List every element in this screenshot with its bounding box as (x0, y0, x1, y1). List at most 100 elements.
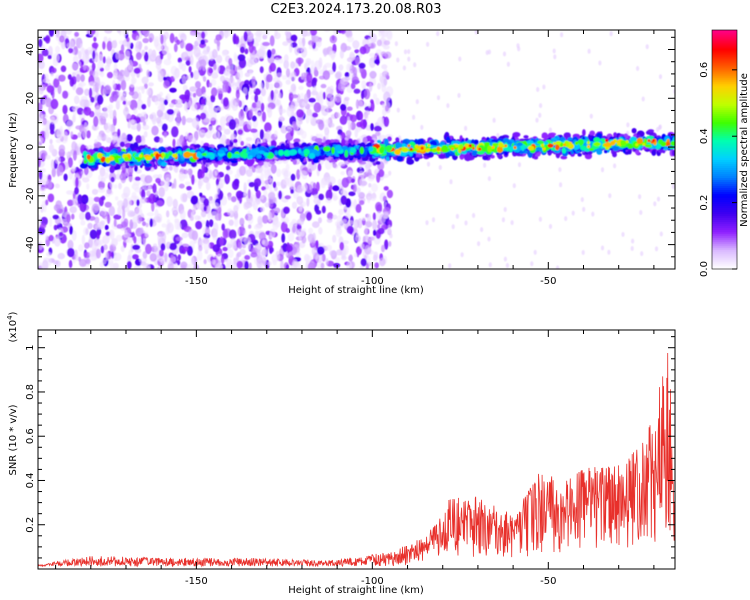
noise-blob (367, 175, 375, 182)
noise-blob (97, 134, 103, 141)
noise-blob (335, 257, 341, 263)
noise-blob (135, 35, 140, 42)
noise-blob (352, 40, 360, 49)
noise-blob (347, 220, 355, 225)
noise-blob (260, 206, 265, 213)
noise-blob (294, 45, 300, 56)
noise-blob (347, 170, 354, 177)
noise-blob (254, 178, 262, 187)
noise-blob (141, 135, 145, 142)
noise-blob (124, 67, 130, 78)
noise-blob (244, 48, 249, 55)
noise-blob (269, 62, 276, 72)
noise-blob (536, 87, 540, 92)
noise-blob (208, 67, 214, 74)
signal-blob (79, 162, 88, 169)
signal-blob (678, 150, 685, 155)
noise-blob (190, 103, 198, 112)
noise-blob (214, 213, 221, 221)
noise-blob (318, 217, 322, 224)
noise-blob (212, 63, 220, 74)
noise-blob (413, 62, 417, 68)
noise-blob (301, 46, 308, 58)
signal-blob (674, 139, 675, 142)
noise-blob (273, 207, 281, 214)
noise-blob (179, 209, 186, 220)
signal-blob (671, 149, 675, 157)
noise-blob (348, 191, 356, 197)
noise-blob (305, 255, 312, 263)
noise-blob (281, 233, 286, 243)
noise-blob (234, 217, 239, 228)
noise-blob (163, 99, 168, 106)
noise-blob (285, 127, 293, 132)
noise-blob (299, 170, 308, 177)
noise-blob (276, 181, 281, 187)
noise-blob (251, 76, 256, 86)
noise-blob (305, 113, 310, 124)
noise-blob (222, 246, 228, 252)
noise-blob (181, 115, 186, 126)
noise-blob (106, 40, 113, 52)
noise-blob (104, 172, 109, 179)
noise-blob (52, 214, 59, 220)
noise-blob (266, 74, 273, 83)
noise-blob (54, 236, 61, 247)
noise-blob (255, 100, 261, 109)
signal-blob (678, 132, 684, 138)
noise-blob (438, 165, 442, 170)
noise-blob (658, 125, 662, 131)
noise-blob (46, 251, 52, 257)
noise-blob (267, 261, 272, 266)
noise-blob (196, 250, 203, 261)
noise-blob (173, 70, 179, 80)
noise-blob (63, 173, 68, 181)
noise-blob (41, 168, 46, 173)
noise-blob (548, 224, 553, 229)
noise-blob (654, 246, 659, 252)
noise-blob (182, 246, 189, 252)
noise-blob (503, 256, 507, 262)
noise-blob (203, 259, 207, 265)
noise-blob (66, 190, 74, 195)
noise-blob (117, 75, 125, 82)
noise-blob (361, 216, 367, 221)
signal-blob (679, 134, 683, 140)
noise-blob (305, 184, 313, 194)
noise-blob (146, 190, 151, 197)
noise-blob (234, 36, 240, 45)
noise-blob (69, 206, 77, 214)
noise-blob (60, 65, 67, 73)
noise-blob (207, 205, 212, 216)
noise-blob (133, 107, 138, 115)
noise-blob (228, 119, 237, 130)
noise-blob (353, 221, 357, 230)
noise-blob (85, 211, 91, 221)
noise-blob (431, 217, 436, 223)
noise-blob (38, 169, 43, 180)
noise-blob (394, 41, 398, 47)
noise-blob (297, 218, 304, 226)
noise-blob (83, 106, 92, 116)
noise-blob (290, 61, 295, 69)
noise-blob (313, 85, 317, 93)
noise-blob (169, 33, 175, 44)
noise-blob (113, 184, 118, 189)
noise-blob (189, 55, 194, 66)
noise-blob (163, 58, 172, 66)
noise-blob (140, 111, 147, 123)
noise-blob (38, 102, 43, 112)
noise-blob (135, 41, 143, 50)
noise-blob (274, 80, 283, 89)
noise-blob (308, 40, 314, 46)
noise-blob (291, 94, 299, 99)
noise-blob (53, 204, 61, 212)
noise-blob (149, 252, 157, 262)
noise-blob (149, 114, 154, 120)
noise-blob (90, 96, 95, 103)
noise-blob (216, 42, 220, 52)
noise-blob (136, 122, 141, 132)
noise-blob (260, 102, 265, 113)
noise-blob (266, 130, 272, 139)
noise-blob (88, 250, 96, 257)
